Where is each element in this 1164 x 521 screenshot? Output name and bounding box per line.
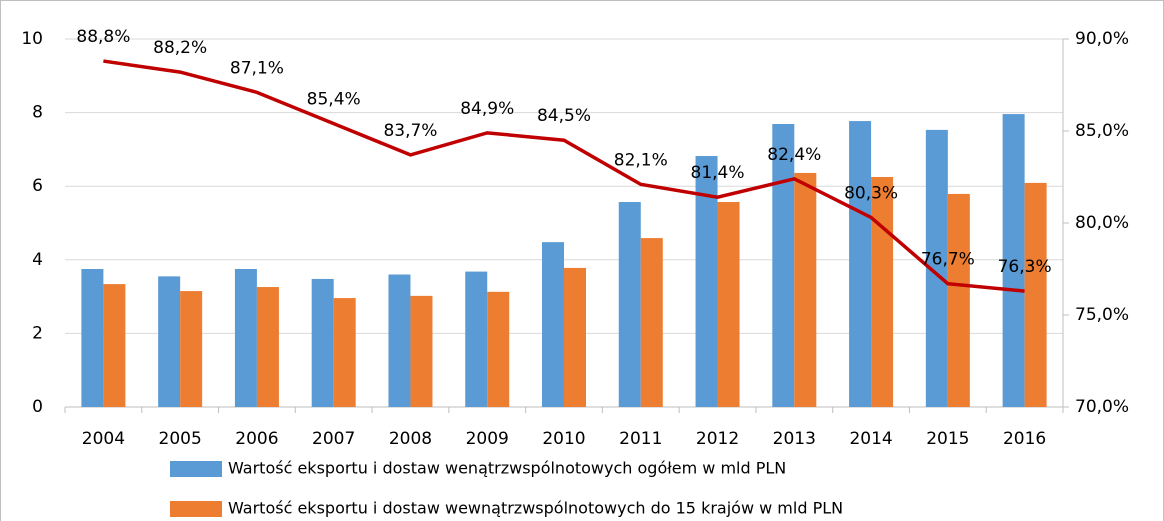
bar xyxy=(717,202,740,407)
bar xyxy=(849,121,872,408)
y-tick-label: 2 xyxy=(32,323,43,343)
data-label: 87,1% xyxy=(230,58,284,78)
bar xyxy=(487,291,510,407)
bar xyxy=(333,298,356,407)
data-label: 82,4% xyxy=(767,145,821,165)
bar xyxy=(410,295,433,407)
x-tick-label: 2016 xyxy=(1003,429,1046,449)
bar xyxy=(234,269,257,407)
bar xyxy=(388,274,411,407)
data-label: 85,4% xyxy=(307,90,361,110)
y-tick-label: 10 xyxy=(21,29,43,49)
y2-tick-label: 75,0% xyxy=(1075,305,1129,325)
x-tick-label: 2010 xyxy=(542,429,585,449)
bar xyxy=(925,129,948,407)
bar xyxy=(465,271,488,407)
x-tick-label: 2013 xyxy=(773,429,816,449)
data-label: 76,7% xyxy=(921,250,975,270)
x-tick-label: 2008 xyxy=(389,429,432,449)
x-tick-label: 2009 xyxy=(466,429,509,449)
x-tick-label: 2015 xyxy=(926,429,969,449)
bar xyxy=(256,287,279,407)
bar xyxy=(1002,114,1025,408)
y2-tick-label: 90,0% xyxy=(1075,29,1129,49)
data-label: 81,4% xyxy=(691,163,745,183)
data-label: 83,7% xyxy=(383,121,437,141)
bar xyxy=(640,238,663,407)
data-label: 84,5% xyxy=(537,106,591,126)
data-label: 82,1% xyxy=(614,150,668,170)
data-label: 88,2% xyxy=(153,38,207,58)
bar xyxy=(1024,182,1047,407)
legend-label: Wartość eksportu i dostaw wenątrzwspólno… xyxy=(228,459,786,478)
legend-label: Wartość eksportu i dostaw wewnątrzwspóln… xyxy=(228,499,843,518)
data-label: 76,3% xyxy=(998,257,1052,277)
y2-tick-label: 85,0% xyxy=(1075,121,1129,141)
y2-tick-label: 70,0% xyxy=(1075,397,1129,417)
x-tick-label: 2005 xyxy=(159,429,202,449)
bar xyxy=(311,278,334,407)
bar xyxy=(695,156,718,407)
bar xyxy=(103,284,126,407)
legend-swatch xyxy=(170,501,222,517)
bar xyxy=(871,177,894,407)
x-tick-label: 2011 xyxy=(619,429,662,449)
y-tick-label: 0 xyxy=(32,397,43,417)
x-tick-label: 2004 xyxy=(82,429,125,449)
data-label: 88,8% xyxy=(76,27,130,47)
y-tick-label: 6 xyxy=(32,176,43,196)
y-tick-label: 4 xyxy=(32,250,43,270)
line xyxy=(103,59,1025,293)
x-tick-label: 2012 xyxy=(696,429,739,449)
bar xyxy=(794,172,817,407)
y-tick-label: 8 xyxy=(32,103,43,123)
data-label: 84,9% xyxy=(460,99,514,119)
x-tick-label: 2006 xyxy=(235,429,278,449)
bar xyxy=(542,242,564,407)
legend-swatch xyxy=(170,461,222,477)
bar xyxy=(947,193,970,407)
y2-tick-label: 80,0% xyxy=(1075,213,1129,233)
bar xyxy=(158,276,181,407)
data-label: 80,3% xyxy=(844,183,898,203)
x-tick-label: 2007 xyxy=(312,429,355,449)
bar xyxy=(564,267,586,407)
x-tick-label: 2014 xyxy=(849,429,892,449)
bar xyxy=(81,269,104,407)
bar xyxy=(618,202,641,407)
bar xyxy=(772,124,795,408)
bar xyxy=(180,291,203,407)
